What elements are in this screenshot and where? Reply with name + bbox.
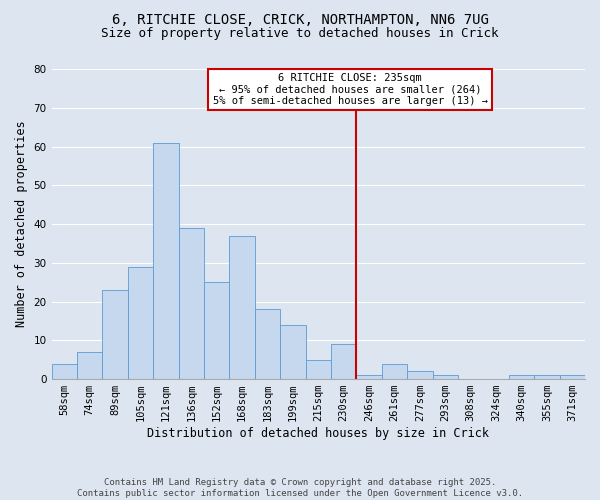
Bar (77, 352, 103, 379)
Bar (52, 364, 77, 379)
Text: 6, RITCHIE CLOSE, CRICK, NORTHAMPTON, NN6 7UG: 6, RITCHIE CLOSE, CRICK, NORTHAMPTON, NN… (112, 12, 488, 26)
Bar (103, 290, 128, 379)
Text: Size of property relative to detached houses in Crick: Size of property relative to detached ho… (101, 28, 499, 40)
X-axis label: Distribution of detached houses by size in Crick: Distribution of detached houses by size … (147, 427, 489, 440)
Bar (204, 282, 229, 379)
Bar (229, 236, 255, 379)
Text: Contains HM Land Registry data © Crown copyright and database right 2025.
Contai: Contains HM Land Registry data © Crown c… (77, 478, 523, 498)
Bar (280, 325, 305, 379)
Bar (128, 266, 153, 379)
Bar (356, 375, 382, 379)
Bar (407, 372, 433, 379)
Bar (153, 142, 179, 379)
Bar (305, 360, 331, 379)
Bar (509, 375, 534, 379)
Bar (534, 375, 560, 379)
Bar (560, 375, 585, 379)
Bar (433, 375, 458, 379)
Bar (382, 364, 407, 379)
Text: 6 RITCHIE CLOSE: 235sqm
← 95% of detached houses are smaller (264)
5% of semi-de: 6 RITCHIE CLOSE: 235sqm ← 95% of detache… (212, 73, 488, 106)
Bar (255, 310, 280, 379)
Y-axis label: Number of detached properties: Number of detached properties (15, 120, 28, 328)
Bar (179, 228, 204, 379)
Bar (331, 344, 356, 379)
